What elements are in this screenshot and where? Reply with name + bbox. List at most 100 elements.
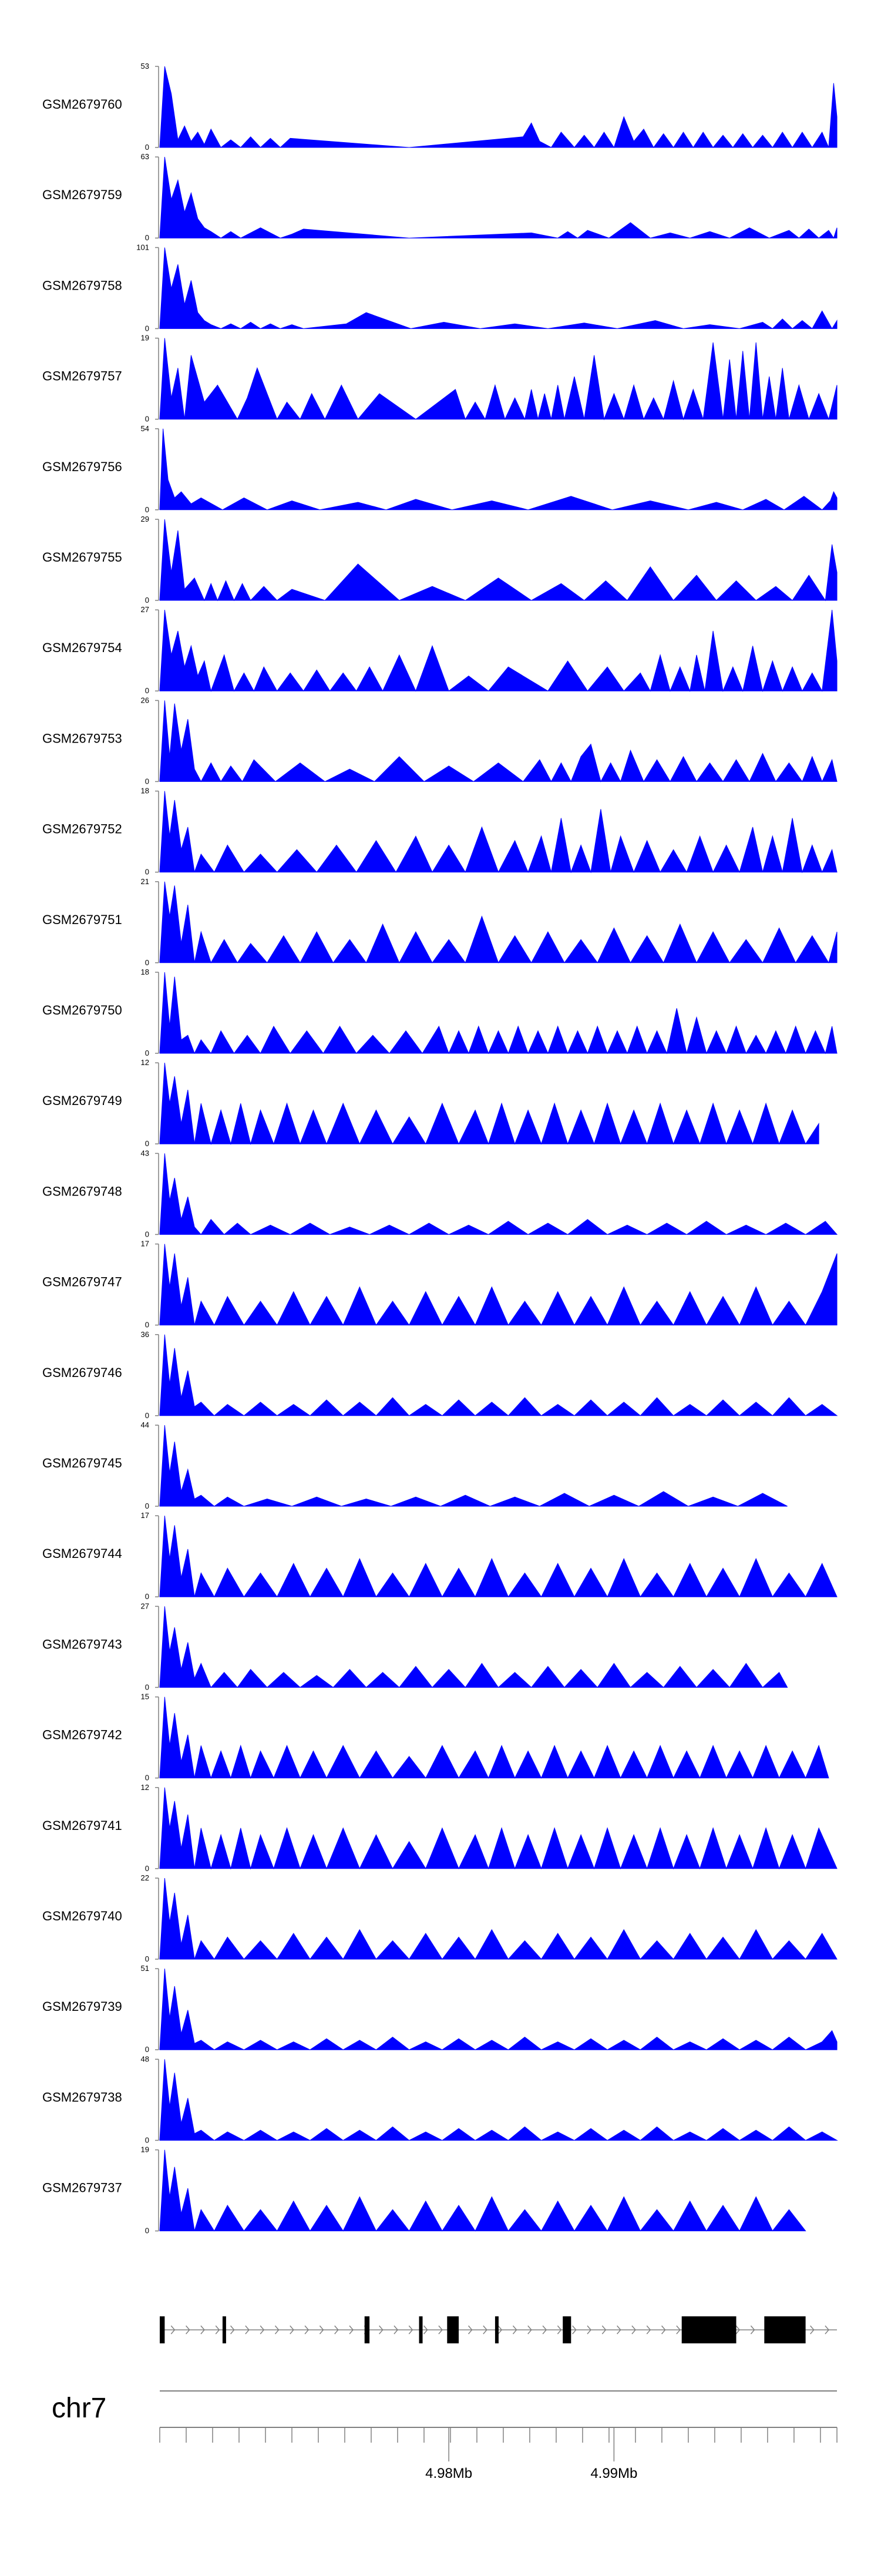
coverage-track: GSM2679740 22 0 [42, 1873, 838, 1963]
coverage-track: GSM2679738 48 0 [42, 2054, 838, 2144]
strand-arrow [557, 2325, 562, 2335]
y-min-label: 0 [145, 324, 149, 333]
track-label: GSM2679756 [42, 459, 122, 474]
y-max-label: 44 [141, 1420, 149, 1429]
coverage-track: GSM2679745 44 0 [42, 1420, 788, 1510]
coverage-tracks: GSM2679760530GSM2679759630GSM26797581010… [42, 62, 838, 2235]
y-max-label: 21 [141, 877, 149, 886]
coverage-track: GSM2679750 18 0 [42, 968, 838, 1057]
track-label: GSM2679752 [42, 822, 122, 837]
chromosome-label: chr7 [52, 2393, 106, 2424]
y-max-label: 54 [141, 424, 149, 433]
track-label: GSM2679740 [42, 1909, 122, 1923]
y-min-label: 0 [145, 1230, 149, 1238]
coverage-area [159, 157, 838, 239]
y-max-label: 12 [141, 1783, 149, 1792]
coverage-track: GSM2679744 17 0 [42, 1511, 838, 1601]
coverage-track: GSM2679757 19 0 [42, 334, 838, 424]
coverage-area [159, 1969, 838, 2050]
track-label: GSM2679754 [42, 640, 122, 655]
coverage-track: GSM2679753 26 0 [42, 696, 838, 785]
coverage-track: GSM2679760 53 0 [42, 62, 838, 152]
exon [447, 2316, 459, 2343]
y-min-label: 0 [145, 1321, 149, 1329]
y-max-label: 63 [141, 152, 149, 161]
y-min-label: 0 [145, 868, 149, 876]
exon [160, 2316, 165, 2343]
coverage-track: GSM2679751 21 0 [42, 877, 838, 967]
coverage-track: GSM2679747 17 0 [42, 1240, 838, 1329]
strand-arrow [735, 2325, 741, 2335]
track-label: GSM2679751 [42, 912, 122, 927]
track-label: GSM2679737 [42, 2181, 122, 2195]
track-label: GSM2679738 [42, 2090, 122, 2104]
y-max-label: 17 [141, 1240, 149, 1248]
y-min-label: 0 [145, 1682, 149, 1691]
coverage-area [159, 66, 838, 149]
strand-arrow [825, 2325, 829, 2335]
strand-arrow [349, 2325, 354, 2335]
strand-arrow [497, 2325, 503, 2335]
strand-arrow [810, 2325, 815, 2335]
y-max-label: 36 [141, 1330, 149, 1339]
track-label: GSM2679743 [42, 1637, 122, 1651]
y-max-label: 22 [141, 1873, 149, 1882]
track-label: GSM2679750 [42, 1003, 122, 1017]
track-label: GSM2679749 [42, 1093, 122, 1108]
coverage-area [159, 247, 838, 330]
coverage-area [159, 1787, 838, 1870]
y-max-label: 18 [141, 968, 149, 976]
axis-tick-label: 4.99Mb [590, 2466, 637, 2481]
coverage-track: GSM2679759 63 0 [42, 152, 838, 242]
strand-arrow [483, 2325, 487, 2335]
strand-arrow [260, 2325, 265, 2335]
y-min-label: 0 [145, 1864, 149, 1873]
y-max-label: 19 [141, 2145, 149, 2154]
exon [563, 2316, 571, 2343]
coverage-area [159, 700, 838, 782]
coverage-track: GSM2679756 54 0 [42, 424, 838, 514]
strand-arrow [290, 2325, 294, 2335]
strand-arrow [334, 2325, 339, 2335]
strand-arrow [319, 2325, 324, 2335]
strand-arrow [394, 2325, 398, 2335]
coverage-track: GSM2679742 15 0 [42, 1692, 829, 1782]
strand-arrow [379, 2325, 384, 2335]
strand-arrow [676, 2325, 681, 2335]
y-min-label: 0 [145, 958, 149, 967]
exon [419, 2316, 423, 2343]
strand-arrow [408, 2325, 413, 2335]
strand-arrow [512, 2325, 517, 2335]
track-label: GSM2679742 [42, 1728, 122, 1742]
coverage-area [159, 1334, 838, 1416]
coverage-area [159, 1244, 838, 1326]
strand-arrow [587, 2325, 591, 2335]
y-min-label: 0 [145, 777, 149, 785]
y-max-label: 17 [141, 1511, 149, 1520]
track-label: GSM2679748 [42, 1184, 122, 1198]
strand-arrow [423, 2325, 428, 2335]
coverage-track: GSM2679743 27 0 [42, 1601, 788, 1691]
coverage-area [159, 610, 838, 693]
genome-axis: chr7 4.98Mb 4.99Mb [52, 2390, 838, 2481]
y-min-label: 0 [145, 505, 149, 514]
strand-arrow [542, 2325, 547, 2335]
y-min-label: 0 [145, 233, 149, 242]
coverage-area [159, 338, 838, 421]
coverage-track: GSM2679752 18 0 [42, 787, 838, 876]
coverage-area [159, 791, 838, 874]
strand-arrow [661, 2325, 666, 2335]
strand-arrow [186, 2325, 190, 2335]
y-max-label: 12 [141, 1058, 149, 1067]
y-min-label: 0 [145, 1411, 149, 1420]
exon [222, 2316, 226, 2343]
track-label: GSM2679745 [42, 1456, 122, 1470]
coverage-area [159, 1606, 788, 1688]
coverage-area [159, 1063, 819, 1146]
track-label: GSM2679746 [42, 1365, 122, 1380]
y-min-label: 0 [145, 1954, 149, 1963]
coverage-track: GSM2679741 12 0 [42, 1783, 838, 1873]
exon [681, 2316, 737, 2343]
